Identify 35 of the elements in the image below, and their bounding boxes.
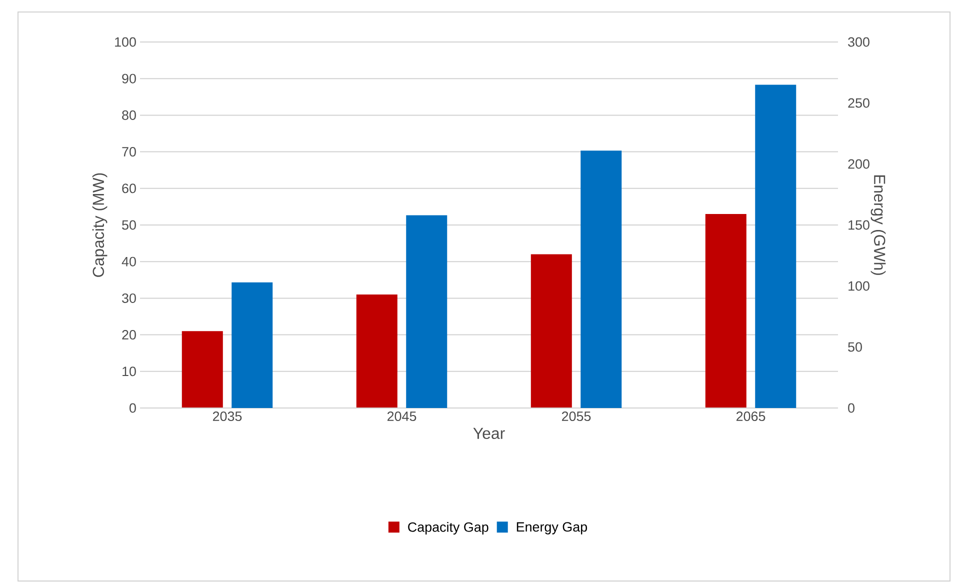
y2-tick-label: 250 — [848, 98, 870, 108]
y-tick-label: 50 — [122, 220, 136, 230]
bar — [530, 254, 572, 408]
y-tick-label: 80 — [122, 110, 136, 120]
x-tick-label: 2065 — [736, 412, 766, 422]
x-tick-label: 2055 — [562, 412, 591, 422]
y2-tick-label: 50 — [848, 342, 862, 352]
y-tick-label: 10 — [122, 366, 136, 376]
bar — [232, 282, 273, 408]
y2-tick-label: 100 — [848, 281, 870, 291]
y-tick-label: 90 — [122, 74, 136, 84]
y-tick-label: 100 — [115, 37, 136, 47]
x-tick-label: 2035 — [212, 412, 242, 422]
y-tick-label: 70 — [122, 147, 136, 157]
legend-label: Capacity Gap — [408, 522, 488, 535]
y-axis-title: Capacity (MW) — [92, 173, 108, 277]
y2-tick-label: 150 — [848, 220, 870, 230]
bar — [705, 214, 746, 408]
y-tick-label: 60 — [122, 184, 136, 194]
bar — [182, 331, 223, 408]
x-axis-title: Year — [473, 428, 505, 440]
y-tick-label: 0 — [130, 403, 136, 413]
y2-axis-title: Energy (GWh) — [870, 175, 886, 275]
y-tick-label: 40 — [122, 256, 136, 266]
y2-tick-label: 300 — [848, 37, 870, 47]
x-tick-label: 2045 — [387, 412, 416, 422]
bar — [580, 150, 622, 408]
legend-label: Energy Gap — [516, 522, 588, 534]
bar — [406, 215, 448, 408]
bar — [755, 84, 796, 408]
y-tick-label: 30 — [122, 293, 136, 303]
y-tick-label: 20 — [122, 330, 136, 340]
bar — [356, 294, 398, 408]
y2-tick-label: 200 — [848, 159, 870, 169]
y2-tick-label: 0 — [848, 403, 854, 413]
